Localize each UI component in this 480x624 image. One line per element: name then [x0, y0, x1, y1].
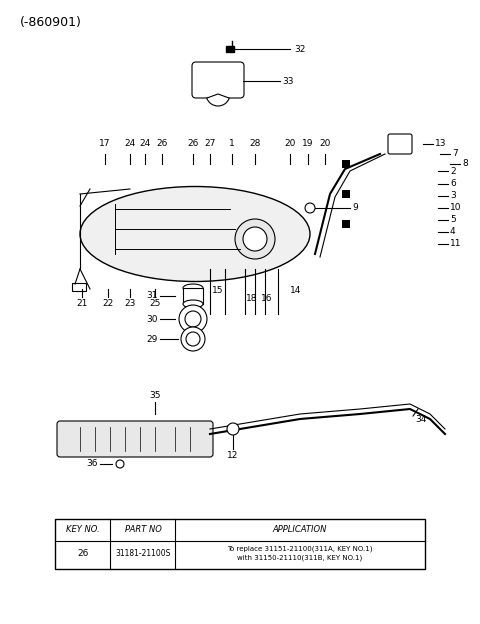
Ellipse shape — [80, 187, 310, 281]
FancyBboxPatch shape — [192, 62, 244, 98]
Bar — [55, 519, 425, 569]
Text: 12: 12 — [228, 451, 239, 460]
Text: 7: 7 — [452, 150, 458, 158]
Text: 19: 19 — [302, 139, 314, 148]
Bar — [342, 190, 350, 198]
Text: 13: 13 — [435, 140, 446, 149]
Text: 15: 15 — [212, 286, 224, 295]
Text: 3: 3 — [450, 192, 456, 200]
Text: 20: 20 — [319, 139, 331, 148]
Circle shape — [185, 311, 201, 327]
Text: KEY NO.: KEY NO. — [66, 525, 100, 535]
Text: 1: 1 — [229, 139, 235, 148]
Circle shape — [243, 227, 267, 251]
Text: 4: 4 — [450, 228, 456, 236]
Circle shape — [116, 460, 124, 468]
Text: 9: 9 — [352, 203, 358, 213]
Text: 29: 29 — [146, 334, 158, 343]
Text: 25: 25 — [149, 299, 161, 308]
Text: 32: 32 — [294, 44, 305, 54]
Text: 17: 17 — [99, 139, 111, 148]
Text: 8: 8 — [462, 160, 468, 168]
Circle shape — [181, 327, 205, 351]
Circle shape — [305, 203, 315, 213]
Circle shape — [227, 423, 239, 435]
Bar — [342, 160, 350, 168]
Bar — [183, 288, 203, 304]
Text: 26: 26 — [187, 139, 199, 148]
Bar — [342, 220, 350, 228]
Text: 28: 28 — [249, 139, 261, 148]
Text: 6: 6 — [450, 180, 456, 188]
Text: 26: 26 — [156, 139, 168, 148]
FancyBboxPatch shape — [388, 134, 412, 154]
Text: 36: 36 — [86, 459, 98, 469]
Text: PART NO: PART NO — [125, 525, 161, 535]
Text: 26: 26 — [77, 548, 89, 557]
Text: 27: 27 — [204, 139, 216, 148]
Circle shape — [235, 219, 275, 259]
Text: 31181-21100S: 31181-21100S — [115, 548, 171, 557]
Text: 22: 22 — [102, 299, 114, 308]
Bar — [226, 46, 234, 52]
Text: 30: 30 — [146, 314, 158, 323]
FancyBboxPatch shape — [57, 421, 213, 457]
Circle shape — [186, 332, 200, 346]
Text: 35: 35 — [149, 391, 161, 400]
Text: APPLICATION: APPLICATION — [273, 525, 327, 535]
Text: 10: 10 — [450, 203, 461, 213]
Text: 20: 20 — [284, 139, 296, 148]
Text: 21: 21 — [76, 299, 88, 308]
Ellipse shape — [183, 284, 203, 292]
Text: 23: 23 — [124, 299, 136, 308]
Text: 14: 14 — [290, 286, 302, 295]
Text: 24: 24 — [124, 139, 136, 148]
Text: To replace 31151-21100(311A, KEY NO.1)
with 31150-21110(311B, KEY NO.1): To replace 31151-21100(311A, KEY NO.1) w… — [227, 545, 373, 561]
Bar — [72, 283, 86, 291]
Text: 33: 33 — [282, 77, 293, 85]
Text: 18: 18 — [246, 294, 258, 303]
Text: 2: 2 — [450, 167, 456, 175]
Text: 34: 34 — [415, 414, 426, 424]
Wedge shape — [207, 94, 229, 106]
Circle shape — [179, 305, 207, 333]
Text: (-860901): (-860901) — [20, 16, 82, 29]
Ellipse shape — [183, 300, 203, 308]
Text: 16: 16 — [261, 294, 273, 303]
Text: 24: 24 — [139, 139, 151, 148]
Text: 31: 31 — [146, 291, 158, 301]
Text: 11: 11 — [450, 240, 461, 248]
Text: 5: 5 — [450, 215, 456, 225]
